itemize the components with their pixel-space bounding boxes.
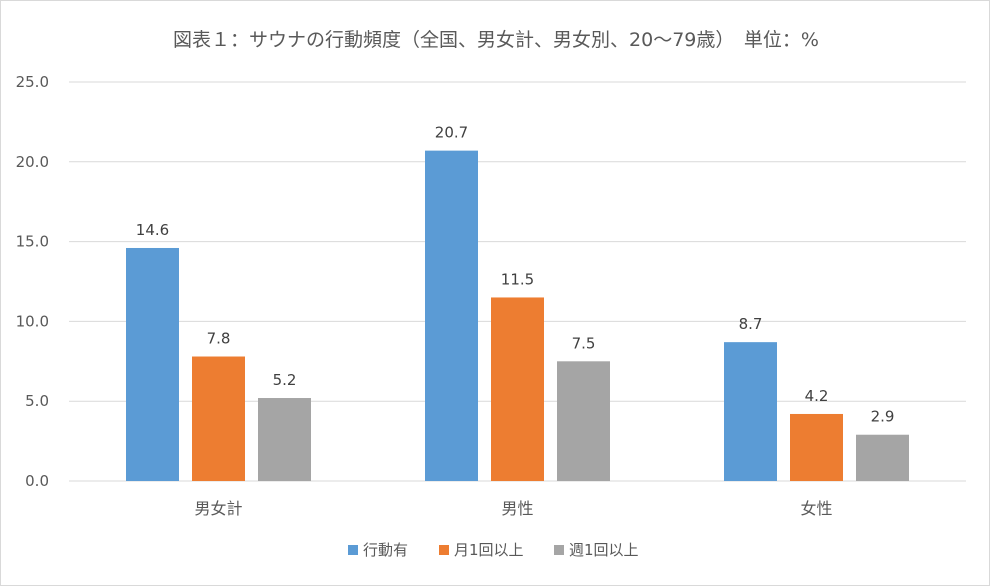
- data-label: 11.5: [501, 270, 534, 288]
- bar: [856, 434, 909, 481]
- x-category-label: 男性: [501, 499, 533, 518]
- bar: [557, 361, 610, 481]
- y-tick-label: 20.0: [16, 153, 49, 171]
- legend-swatch: [348, 545, 358, 555]
- legend-swatch: [554, 545, 564, 555]
- data-label: 14.6: [136, 221, 169, 239]
- data-label: 5.2: [273, 371, 297, 389]
- legend-label: 週1回以上: [569, 541, 639, 559]
- bar: [790, 413, 843, 481]
- data-label: 7.5: [572, 334, 596, 352]
- y-tick-label: 10.0: [16, 312, 49, 330]
- x-axis-category-labels: 男女計 男性 女性: [194, 499, 832, 518]
- y-tick-label: 25.0: [16, 73, 49, 91]
- legend-label: 月1回以上: [454, 541, 524, 559]
- bar: [724, 342, 777, 481]
- y-tick-label: 15.0: [16, 233, 49, 251]
- bar: [192, 356, 245, 481]
- bars: [126, 150, 909, 482]
- bar: [425, 150, 478, 482]
- data-label: 4.2: [805, 387, 829, 405]
- bar: [491, 297, 544, 481]
- data-label: 7.8: [207, 330, 231, 348]
- data-label: 2.9: [871, 408, 895, 426]
- legend-swatch: [439, 545, 449, 555]
- data-labels: 14.6 7.8 5.2 20.7 11.5 7.5 8.7 4.2 2.9: [136, 124, 895, 426]
- legend-label: 行動有: [363, 541, 408, 559]
- chart-title: 図表１：サウナの行動頻度（全国、男女計、男女別、20～79歳） 単位：%: [173, 29, 819, 51]
- y-tick-label: 5.0: [25, 392, 49, 410]
- bar: [126, 247, 179, 481]
- y-axis-tick-labels: 0.0 5.0 10.0 15.0 20.0 25.0: [16, 73, 49, 490]
- x-category-label: 女性: [800, 499, 832, 518]
- y-tick-label: 0.0: [25, 472, 49, 490]
- data-label: 20.7: [435, 124, 468, 142]
- bar: [258, 398, 311, 481]
- data-label: 8.7: [739, 315, 763, 333]
- x-category-label: 男女計: [194, 499, 242, 518]
- legend: 行動有 月1回以上 週1回以上: [348, 541, 639, 559]
